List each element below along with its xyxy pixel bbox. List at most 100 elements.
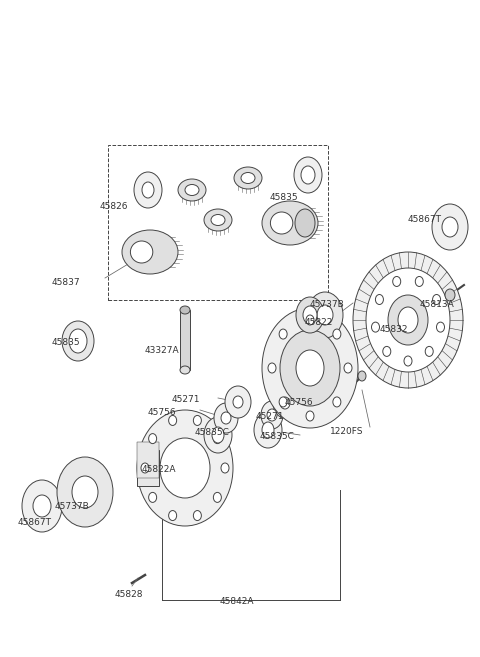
Ellipse shape: [442, 217, 458, 237]
Ellipse shape: [445, 289, 455, 301]
Ellipse shape: [193, 415, 202, 426]
Ellipse shape: [279, 329, 287, 339]
Ellipse shape: [211, 214, 225, 225]
Ellipse shape: [122, 230, 178, 274]
Text: 45737B: 45737B: [55, 502, 90, 511]
Ellipse shape: [204, 209, 232, 231]
Ellipse shape: [262, 308, 358, 428]
Ellipse shape: [344, 363, 352, 373]
Ellipse shape: [294, 157, 322, 193]
Text: 45842A: 45842A: [220, 597, 254, 606]
Ellipse shape: [261, 401, 283, 429]
Ellipse shape: [366, 268, 450, 372]
Ellipse shape: [317, 305, 333, 325]
Ellipse shape: [353, 252, 463, 388]
Ellipse shape: [262, 422, 274, 438]
Text: 45835C: 45835C: [195, 428, 230, 437]
Bar: [137, 442, 159, 478]
Ellipse shape: [262, 201, 318, 245]
Ellipse shape: [415, 277, 423, 286]
Ellipse shape: [307, 292, 343, 338]
Ellipse shape: [149, 492, 156, 503]
Ellipse shape: [333, 329, 341, 339]
Ellipse shape: [33, 495, 51, 517]
Ellipse shape: [233, 396, 243, 408]
Ellipse shape: [375, 294, 384, 304]
Ellipse shape: [436, 322, 444, 332]
Ellipse shape: [69, 329, 87, 353]
Bar: [180, 310, 190, 370]
Ellipse shape: [280, 397, 290, 409]
Text: 45832: 45832: [380, 325, 408, 334]
Text: 45271: 45271: [256, 412, 285, 421]
Ellipse shape: [149, 434, 156, 443]
Text: 45837: 45837: [52, 278, 81, 287]
Ellipse shape: [432, 204, 468, 250]
Text: 45822A: 45822A: [142, 465, 177, 474]
Ellipse shape: [234, 167, 262, 189]
Text: 45835: 45835: [270, 193, 299, 202]
Ellipse shape: [267, 409, 277, 421]
Ellipse shape: [214, 492, 221, 503]
Text: 43327A: 43327A: [145, 346, 180, 355]
Ellipse shape: [131, 241, 153, 263]
Text: 45867T: 45867T: [18, 518, 52, 527]
Text: 45756: 45756: [148, 408, 177, 417]
Text: 45737B: 45737B: [310, 300, 345, 309]
Ellipse shape: [221, 463, 229, 473]
Ellipse shape: [254, 412, 282, 448]
Ellipse shape: [303, 306, 317, 324]
Ellipse shape: [383, 346, 391, 356]
Ellipse shape: [168, 415, 177, 426]
Ellipse shape: [280, 330, 340, 406]
Ellipse shape: [214, 403, 238, 433]
Text: 45813A: 45813A: [420, 300, 455, 309]
Ellipse shape: [62, 321, 94, 361]
Ellipse shape: [57, 457, 113, 527]
Ellipse shape: [225, 386, 251, 418]
Ellipse shape: [214, 434, 221, 443]
Bar: [108, 145, 328, 300]
Text: 1220FS: 1220FS: [330, 427, 363, 436]
Ellipse shape: [273, 388, 297, 418]
Ellipse shape: [268, 363, 276, 373]
Ellipse shape: [301, 166, 315, 184]
Ellipse shape: [306, 315, 314, 325]
Ellipse shape: [221, 412, 231, 424]
Ellipse shape: [168, 510, 177, 520]
Text: 45756: 45756: [285, 398, 313, 407]
Ellipse shape: [185, 185, 199, 196]
Ellipse shape: [404, 356, 412, 366]
Ellipse shape: [160, 438, 210, 498]
Ellipse shape: [358, 371, 366, 381]
Ellipse shape: [241, 173, 255, 183]
Text: 45826: 45826: [100, 202, 129, 211]
Ellipse shape: [141, 463, 149, 473]
Ellipse shape: [72, 476, 98, 508]
Ellipse shape: [388, 295, 428, 345]
Ellipse shape: [212, 427, 224, 443]
Ellipse shape: [296, 297, 324, 333]
Bar: [137, 450, 159, 486]
Ellipse shape: [333, 397, 341, 407]
Ellipse shape: [180, 306, 190, 314]
Ellipse shape: [296, 350, 324, 386]
Ellipse shape: [180, 366, 190, 374]
Ellipse shape: [204, 417, 232, 453]
Ellipse shape: [193, 510, 202, 520]
Text: 45828: 45828: [115, 590, 144, 599]
Ellipse shape: [134, 172, 162, 208]
Ellipse shape: [432, 294, 441, 304]
Ellipse shape: [425, 346, 433, 356]
Ellipse shape: [137, 410, 233, 526]
Ellipse shape: [142, 182, 154, 198]
Text: 45835C: 45835C: [260, 432, 295, 441]
Ellipse shape: [279, 397, 287, 407]
Ellipse shape: [178, 179, 206, 201]
Ellipse shape: [295, 209, 315, 237]
Text: 45271: 45271: [172, 395, 201, 404]
Text: 45822: 45822: [305, 318, 334, 327]
Text: 45835: 45835: [52, 338, 81, 347]
Ellipse shape: [393, 277, 401, 286]
Ellipse shape: [270, 212, 293, 234]
